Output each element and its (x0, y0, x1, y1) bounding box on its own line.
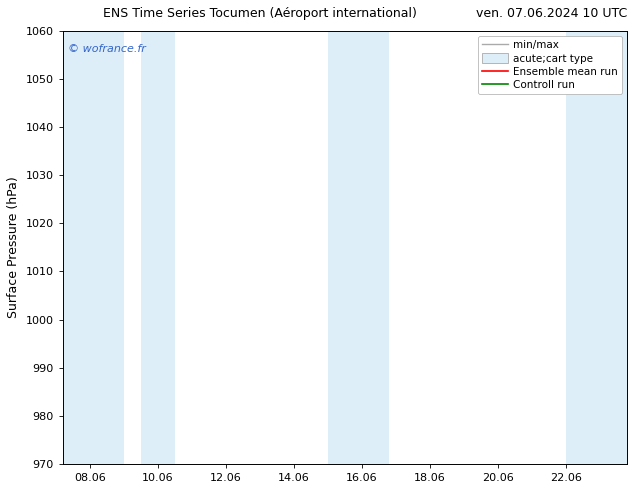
Text: ENS Time Series Tocumen (Aéroport international): ENS Time Series Tocumen (Aéroport intern… (103, 7, 417, 21)
Text: © wofrance.fr: © wofrance.fr (68, 44, 146, 53)
Bar (63, 30, 124, 464)
Legend: min/max, acute;cart type, Ensemble mean run, Controll run: min/max, acute;cart type, Ensemble mean … (477, 36, 622, 95)
Text: ven. 07.06.2024 10 UTC: ven. 07.06.2024 10 UTC (476, 7, 628, 21)
Bar (328, 30, 389, 464)
Y-axis label: Surface Pressure (hPa): Surface Pressure (hPa) (7, 176, 20, 318)
Bar (566, 30, 627, 464)
Bar (141, 30, 175, 464)
